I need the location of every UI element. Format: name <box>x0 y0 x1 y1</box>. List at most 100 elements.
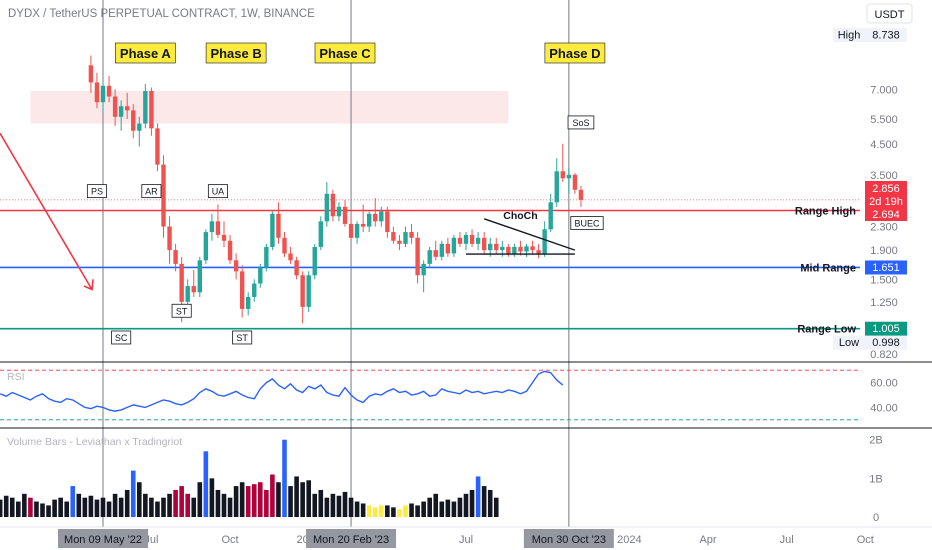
annotations-layer: Phase A Phase B Phase C Phase D PS AR UA SC ST ST… <box>0 42 606 345</box>
candle-body <box>475 237 481 244</box>
price-tick-label: 5.500 <box>870 114 898 126</box>
price-tick-label: 1.500 <box>870 274 898 286</box>
level-label: Mid Range <box>800 262 856 274</box>
volume-bar <box>318 489 324 517</box>
candle-body <box>276 213 281 238</box>
volume-bar <box>354 501 360 517</box>
rsi-title: RSI <box>7 371 25 383</box>
candle-body <box>306 275 311 307</box>
volume-bar <box>70 486 76 517</box>
candle-body <box>451 237 457 254</box>
candle-body <box>125 106 130 111</box>
candle-body <box>578 189 584 200</box>
candle-body <box>439 243 444 257</box>
volume-bar <box>28 497 33 517</box>
candle-body <box>118 106 124 117</box>
volume-bar <box>3 495 9 517</box>
time-tick-label: Oct <box>857 534 874 546</box>
volume-bar <box>22 493 27 517</box>
candle-body <box>409 232 414 238</box>
candle-body <box>367 213 372 227</box>
price-tick-label: 2.300 <box>870 222 898 234</box>
currency-box[interactable] <box>866 3 913 24</box>
svg-text:Low: Low <box>839 337 859 349</box>
volume-bar <box>366 505 372 517</box>
volume-bar <box>288 486 293 517</box>
volume-bar <box>9 497 15 517</box>
volume-bar <box>427 497 432 517</box>
volume-bar <box>76 493 82 517</box>
volume-bar <box>336 495 342 517</box>
volume-bar <box>372 507 378 517</box>
candle-body <box>149 91 154 129</box>
volume-bar <box>173 489 178 517</box>
volume-bar <box>457 497 463 517</box>
volume-bar <box>493 497 499 517</box>
rsi-tick-label: 40.00 <box>870 402 898 414</box>
volume-bar <box>282 439 287 517</box>
currency-label[interactable]: USDT <box>875 9 905 21</box>
volume-bar <box>463 493 469 517</box>
svg-text:SoS: SoS <box>572 118 589 128</box>
volume-bar <box>258 482 263 517</box>
svg-text:2d 19h: 2d 19h <box>869 196 903 208</box>
price-axis[interactable]: 7.000 5.500 4.500 3.500 2.300 1.900 1.500 1.250… <box>833 28 907 361</box>
rsi-pane: 60.00 40.00 <box>0 369 898 421</box>
level-label: Range Low <box>797 324 856 336</box>
volume-bar <box>161 497 166 517</box>
candle-body <box>318 221 323 247</box>
svg-text:2.856: 2.856 <box>872 183 900 195</box>
candle-body <box>185 286 190 302</box>
candle-body <box>112 96 118 117</box>
volume-bar <box>294 476 299 517</box>
candle-body <box>173 250 178 264</box>
event-label: SC <box>111 330 132 345</box>
candle-body <box>94 82 100 103</box>
svg-text:Phase A: Phase A <box>120 46 171 61</box>
candle-body <box>106 85 112 97</box>
candle-body <box>488 243 493 251</box>
svg-text:AR: AR <box>145 187 158 197</box>
volume-bar <box>209 478 215 517</box>
volume-bar <box>469 489 475 517</box>
time-axis[interactable]: JulOct2023Jul2024AprJulOctMon 09 May '22… <box>0 526 932 548</box>
candle-body <box>427 250 432 264</box>
candle-body <box>512 246 517 254</box>
candle-body <box>288 253 293 261</box>
volume-bar <box>64 501 69 517</box>
volume-bar <box>391 507 396 517</box>
svg-text:Mon 20 Feb '23: Mon 20 Feb '23 <box>313 534 389 546</box>
range-low-badge: 1.005 <box>865 321 907 336</box>
candle-body <box>215 221 221 235</box>
candle-body <box>379 211 384 222</box>
candle-body <box>391 232 396 241</box>
volume-bar <box>445 499 451 517</box>
volume-bar <box>433 493 439 517</box>
candle-body <box>506 246 511 254</box>
svg-text:ST: ST <box>176 306 188 316</box>
time-tick-label: Jul <box>780 534 794 546</box>
phase-label: Phase D <box>544 42 606 64</box>
volume-bar <box>487 489 493 517</box>
volume-bar <box>360 503 366 517</box>
volume-pane: 2B 1B 0 <box>0 435 883 524</box>
volume-bar <box>40 503 45 517</box>
event-label: SoS <box>567 115 595 130</box>
event-label: UA <box>207 184 228 199</box>
candle-body <box>481 237 487 251</box>
candle-body <box>191 286 196 293</box>
volume-bar <box>276 482 281 517</box>
candle-body <box>572 174 578 190</box>
volume-bar <box>481 486 487 517</box>
candle-body <box>143 91 148 124</box>
candle-body <box>336 206 342 217</box>
candle-body <box>385 211 390 233</box>
low-price-badge: 0.998 Low <box>833 335 907 350</box>
volume-tick-label: 1B <box>869 473 882 485</box>
volume-bar <box>421 501 426 517</box>
svg-text:BUEC: BUEC <box>574 219 600 229</box>
volume-bar <box>0 499 3 517</box>
volume-bar <box>439 501 445 517</box>
phase-label: Phase A <box>115 42 176 64</box>
